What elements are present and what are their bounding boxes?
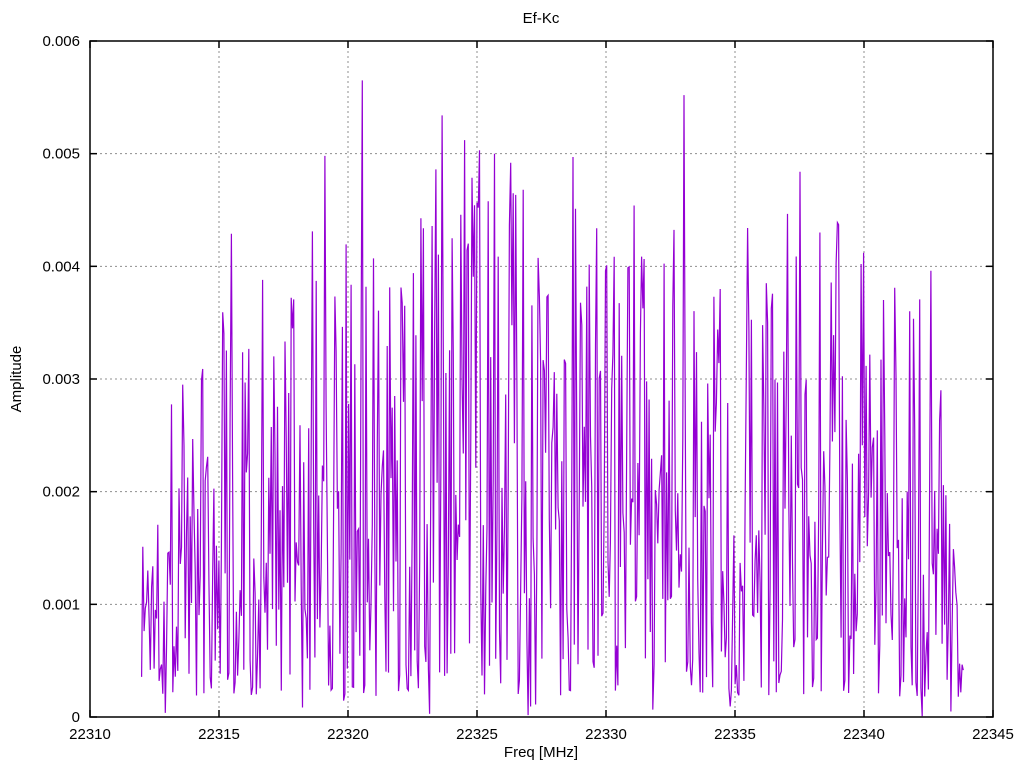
y-tick-label: 0.001 (42, 596, 80, 613)
y-tick-label: 0.004 (42, 258, 80, 275)
x-axis-label: Freq [MHz] (504, 744, 578, 761)
y-tick-label: 0 (72, 709, 80, 726)
axis-ticks (89, 40, 994, 718)
y-axis-label: Amplitude (8, 346, 25, 413)
y-tick-label: 0.005 (42, 146, 80, 163)
y-tick-label: 0.006 (42, 33, 80, 50)
x-tick-label: 22315 (198, 726, 240, 743)
spectrum-trace (141, 80, 964, 717)
x-tick-label: 22330 (585, 726, 627, 743)
x-tick-label: 22335 (714, 726, 756, 743)
y-tick-label: 0.003 (42, 371, 80, 388)
chart-title: Ef-Kc (523, 10, 560, 27)
x-tick-labels: 22310 22315 22320 22325 22330 22335 22340 22345 (69, 726, 1014, 743)
y-tick-label: 0.002 (42, 484, 80, 501)
data-series (141, 80, 964, 717)
x-tick-label: 22345 (972, 726, 1014, 743)
x-tick-label: 22340 (843, 726, 885, 743)
y-tick-labels: 0 0.001 0.002 0.003 0.004 0.005 0.006 (42, 33, 80, 726)
x-tick-label: 22310 (69, 726, 111, 743)
x-tick-label: 22325 (456, 726, 498, 743)
x-tick-label: 22320 (327, 726, 369, 743)
